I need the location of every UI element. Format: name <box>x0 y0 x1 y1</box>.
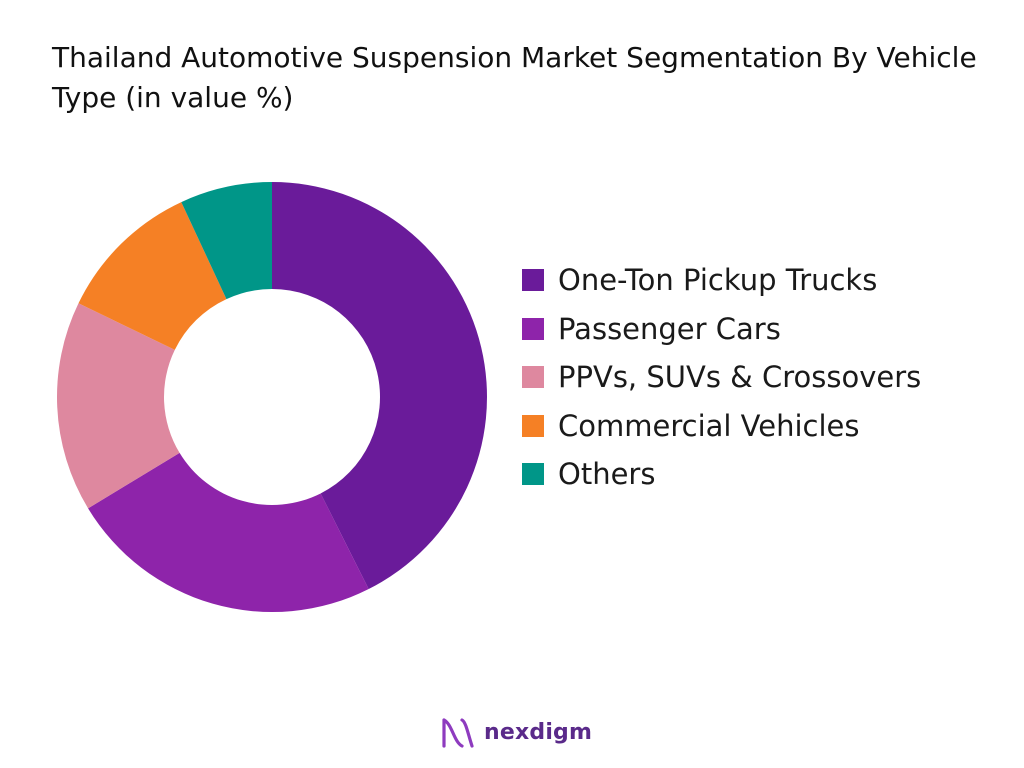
chart-title: Thailand Automotive Suspension Market Se… <box>52 41 977 114</box>
chart-legend: One-Ton Pickup Trucks Passenger Cars PPVs,… <box>522 262 921 505</box>
legend-swatch <box>522 317 544 340</box>
legend-item-ppvs-suvs-crossovers: PPVs, SUVs & Crossovers <box>522 359 921 395</box>
donut-slice-ppvs-suvs-crossovers <box>56 303 180 509</box>
legend-label: Others <box>558 457 656 491</box>
brand-name: nexdigm <box>484 719 593 745</box>
donut-slice-one-ton-pickup-trucks <box>272 182 488 590</box>
legend-swatch <box>522 366 544 388</box>
legend-label: One-Ton Pickup Trucks <box>558 263 878 297</box>
nexdigm-logo-icon <box>442 718 474 748</box>
donut-slice-passenger-cars <box>88 452 369 612</box>
donut-slice-commercial-vehicles <box>78 202 227 350</box>
legend-label: Commercial Vehicles <box>558 408 860 443</box>
legend-swatch <box>522 414 544 437</box>
legend-item-others: Others <box>522 456 921 492</box>
legend-item-one-ton-pickup-trucks: One-Ton Pickup Trucks <box>522 262 921 298</box>
legend-swatch <box>522 269 544 291</box>
legend-item-commercial-vehicles: Commercial Vehicles <box>522 408 921 444</box>
brand-logo: nexdigm <box>438 712 592 752</box>
legend-label: PPVs, SUVs & Crossovers <box>558 360 922 394</box>
donut-slice-others <box>181 182 272 300</box>
legend-item-passenger-cars: Passenger Cars <box>522 311 921 347</box>
legend-swatch <box>522 463 544 485</box>
legend-label: Passenger Cars <box>558 311 781 346</box>
